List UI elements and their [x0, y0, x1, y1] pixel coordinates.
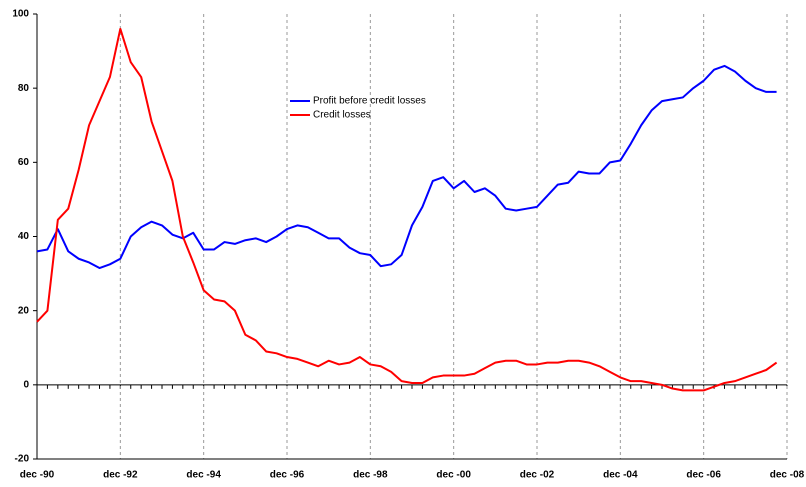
legend: Profit before credit losses Credit losses [290, 96, 426, 121]
x-tick-label: dec -94 [186, 470, 221, 481]
y-tick-label: 40 [18, 231, 30, 242]
x-tick-label: dec -08 [770, 470, 805, 481]
x-tick-label: dec -04 [603, 470, 638, 481]
y-tick-label: 60 [18, 157, 30, 168]
y-tick-label: 20 [18, 305, 30, 316]
x-tick-label: dec -98 [353, 470, 388, 481]
x-tick-label: dec -90 [20, 470, 55, 481]
y-tick-label: -20 [15, 454, 30, 465]
y-tick-label: 80 [18, 83, 30, 94]
x-tick-label: dec -92 [103, 470, 138, 481]
x-tick-label: dec -96 [270, 470, 305, 481]
line-series [36, 64, 777, 270]
y-tick-label: 0 [23, 379, 29, 390]
x-tick-label: dec -00 [436, 470, 471, 481]
y-tick-label: 100 [12, 9, 29, 20]
legend-label: Credit losses [313, 110, 371, 121]
x-tick-label: dec -02 [520, 470, 555, 481]
line-series [36, 27, 778, 392]
legend-label: Profit before credit losses [313, 96, 426, 107]
x-tick-label: dec -06 [686, 470, 721, 481]
